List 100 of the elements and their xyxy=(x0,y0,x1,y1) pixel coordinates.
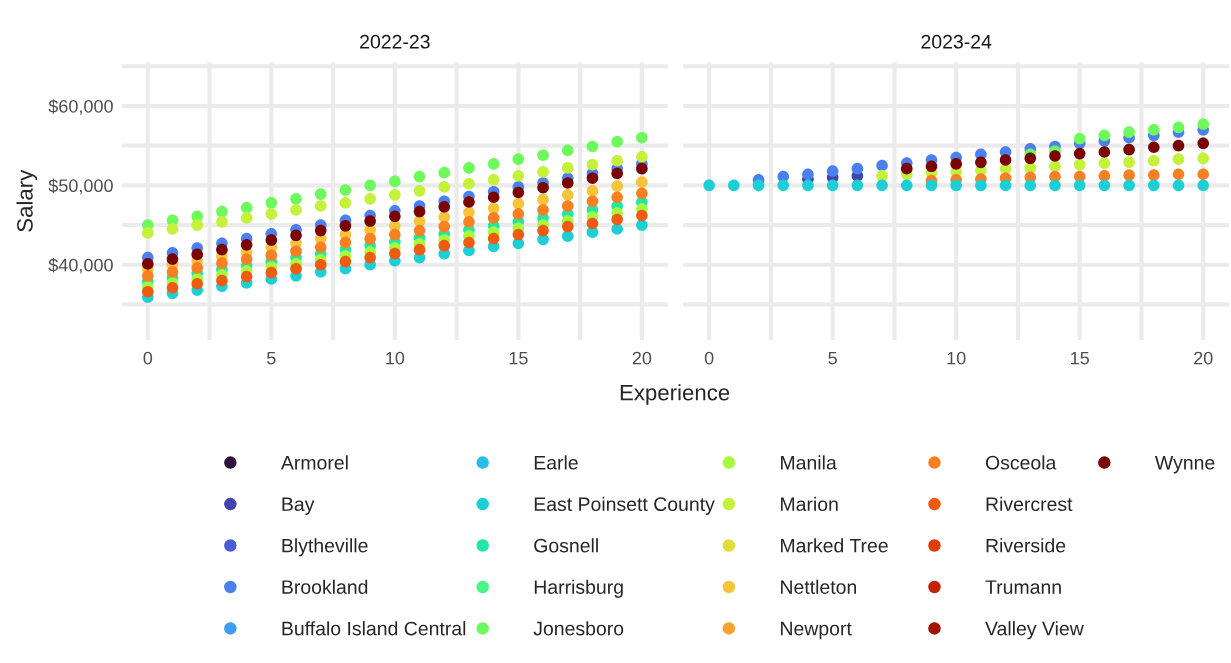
point xyxy=(265,208,278,220)
point xyxy=(413,170,426,183)
point xyxy=(586,140,599,153)
legend-label: Osceola xyxy=(985,455,1057,470)
point xyxy=(463,177,475,190)
point xyxy=(191,219,204,231)
legend-label: Rivercrest xyxy=(986,496,1073,512)
point xyxy=(561,162,574,174)
point xyxy=(265,234,278,246)
point xyxy=(314,258,327,271)
point xyxy=(586,158,599,171)
point xyxy=(438,166,451,179)
legend-label: East Poinsett County xyxy=(534,496,715,515)
point xyxy=(586,217,599,230)
point xyxy=(611,180,623,192)
point xyxy=(950,158,962,170)
point xyxy=(1123,126,1135,138)
point xyxy=(1172,139,1185,152)
point xyxy=(925,179,938,192)
point xyxy=(1049,160,1061,173)
x-tick-label: 5 xyxy=(267,351,276,365)
point xyxy=(586,195,599,208)
point xyxy=(240,201,253,214)
point xyxy=(611,191,623,204)
point xyxy=(487,232,500,245)
point xyxy=(240,239,253,251)
point xyxy=(1123,143,1135,156)
point xyxy=(413,243,426,256)
legend-label: Jonesboro xyxy=(533,621,624,636)
point xyxy=(851,162,864,175)
legend-label: Armorel xyxy=(280,455,348,470)
chart-title: 2023-24 xyxy=(921,34,992,49)
x-tick-label: 10 xyxy=(386,351,405,365)
point xyxy=(463,216,475,228)
point xyxy=(240,270,253,283)
legend-label: Valley View xyxy=(985,621,1084,640)
point xyxy=(1148,141,1160,154)
y-tick-label: $50,000 xyxy=(48,178,113,195)
point xyxy=(512,186,525,199)
point xyxy=(561,189,574,201)
point xyxy=(1049,150,1061,162)
point xyxy=(1049,179,1061,192)
point xyxy=(826,179,839,192)
point xyxy=(216,274,228,287)
point xyxy=(1098,129,1111,142)
point xyxy=(166,281,179,294)
point xyxy=(1172,168,1185,181)
x-tick-label: 15 xyxy=(509,351,528,365)
point xyxy=(1148,179,1160,192)
point xyxy=(900,179,913,192)
legend-label: Manila xyxy=(781,455,837,470)
point xyxy=(314,241,327,254)
point xyxy=(487,173,500,186)
point xyxy=(290,229,302,242)
point xyxy=(1024,152,1037,165)
point xyxy=(463,196,475,208)
point xyxy=(142,227,154,239)
point xyxy=(802,168,814,181)
point xyxy=(636,176,648,188)
x-tick-label: 20 xyxy=(632,351,652,365)
point xyxy=(191,262,204,274)
point xyxy=(1148,169,1160,181)
x-tick-label: 10 xyxy=(947,351,966,365)
point xyxy=(851,179,864,192)
point xyxy=(1197,152,1210,165)
point xyxy=(611,223,623,235)
point xyxy=(611,213,623,226)
point xyxy=(876,179,888,192)
point xyxy=(636,219,648,231)
x-tick-label: 5 xyxy=(828,351,837,365)
point xyxy=(802,179,814,192)
point xyxy=(636,187,648,200)
point xyxy=(216,257,228,269)
point xyxy=(438,220,451,233)
point xyxy=(512,197,525,210)
point xyxy=(314,224,327,237)
point xyxy=(950,179,962,192)
point xyxy=(389,228,401,241)
point xyxy=(611,167,623,180)
point xyxy=(364,215,376,227)
point xyxy=(611,154,623,167)
legend-label: Riverside xyxy=(986,538,1066,553)
legend-label: Brookland xyxy=(282,579,368,594)
point xyxy=(537,181,549,194)
point xyxy=(1197,118,1210,131)
point xyxy=(339,255,352,268)
point xyxy=(1073,147,1086,160)
legend-label: Trumann xyxy=(985,580,1061,594)
point xyxy=(636,162,648,175)
point xyxy=(777,179,790,192)
legend-label: Newport xyxy=(781,621,852,640)
point xyxy=(413,205,426,218)
point xyxy=(487,212,500,224)
point xyxy=(561,220,574,233)
point xyxy=(216,243,228,256)
legend-label: Nettleton xyxy=(781,579,857,594)
legend-label: Buffalo Island Central xyxy=(282,621,466,636)
x-tick-label: 15 xyxy=(1071,351,1089,365)
point xyxy=(191,248,204,261)
point xyxy=(265,249,278,261)
